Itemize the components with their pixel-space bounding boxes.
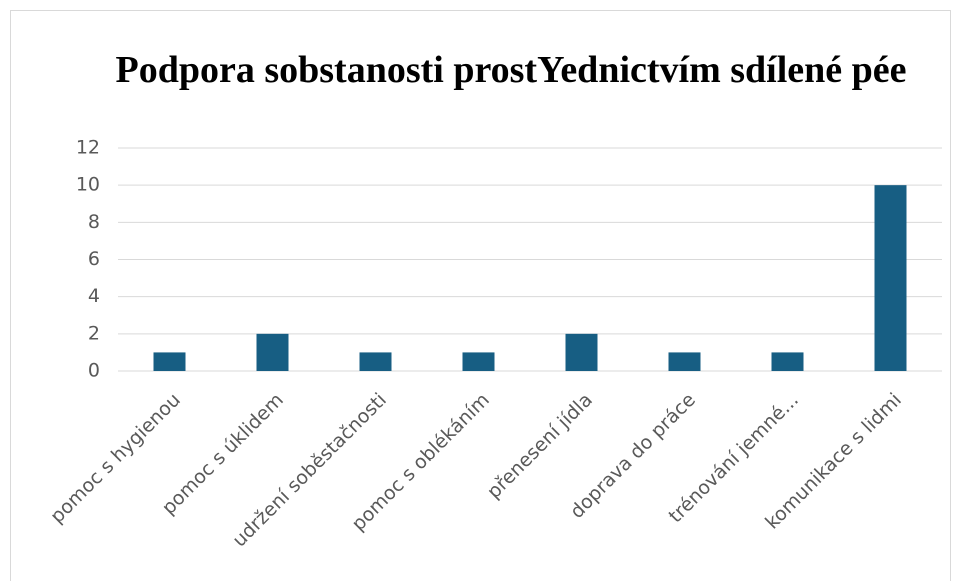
- y-tick-label: 8: [88, 211, 100, 233]
- bar: [874, 185, 907, 371]
- chart-border: [10, 10, 951, 581]
- bar: [565, 333, 598, 371]
- bar: [153, 352, 186, 371]
- bar: [771, 352, 804, 371]
- chart-title: Podpora sobstanosti prostYednictvím sdíl…: [115, 49, 907, 91]
- bar: [462, 352, 495, 371]
- y-tick-label: 12: [76, 137, 100, 159]
- bar: [359, 352, 392, 371]
- bar: [668, 352, 701, 371]
- y-tick-label: 10: [76, 174, 100, 196]
- y-tick-label: 4: [88, 285, 100, 307]
- y-tick-label: 6: [88, 248, 100, 270]
- bar: [256, 333, 289, 371]
- x-tick-label: přenesení jídla: [483, 389, 597, 503]
- y-tick-label: 2: [88, 322, 100, 344]
- y-tick-label: 0: [88, 360, 100, 382]
